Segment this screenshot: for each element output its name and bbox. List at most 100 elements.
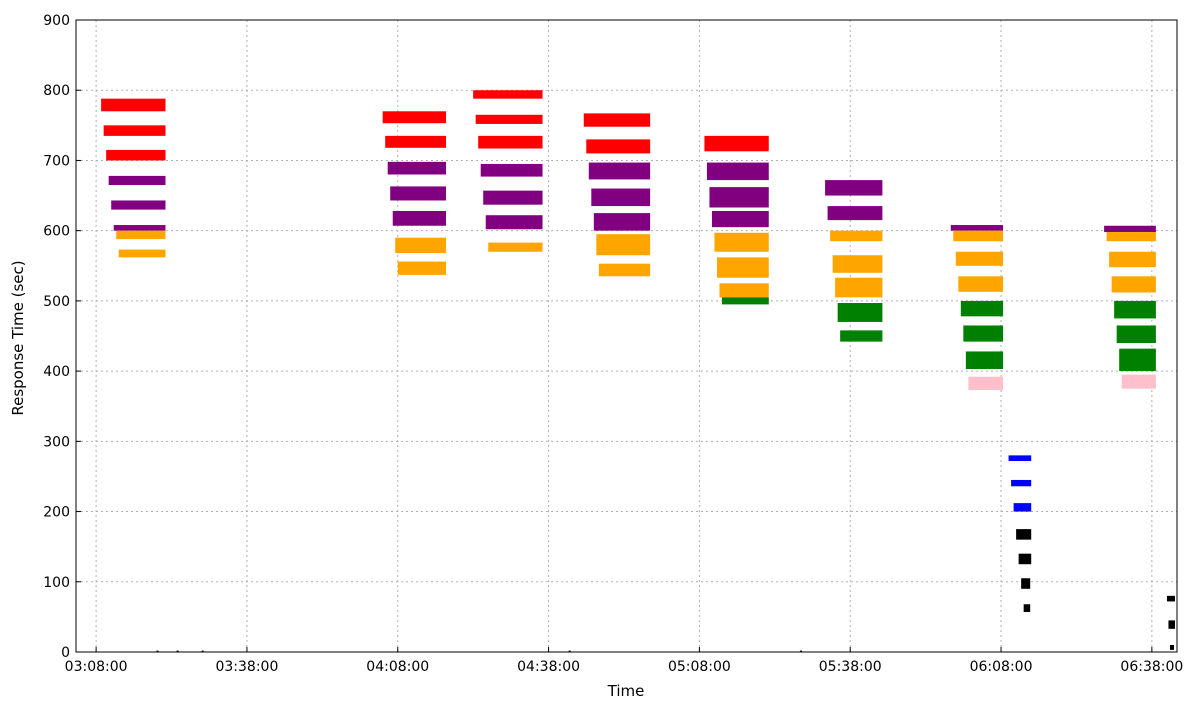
x-tick-label: 05:08:00	[668, 659, 731, 675]
response-segment-orange	[716, 257, 769, 278]
response-segment-black	[156, 650, 159, 652]
x-tick-label: 03:08:00	[65, 659, 128, 675]
response-segment-orange	[116, 230, 166, 240]
response-segment-orange	[1106, 232, 1156, 242]
response-segment-red	[583, 113, 651, 127]
response-segment-green	[840, 330, 883, 342]
response-segment-orange	[958, 276, 1004, 292]
response-segment-orange	[835, 277, 883, 298]
y-tick-label: 800	[43, 83, 70, 99]
response-segment-black	[1018, 553, 1032, 565]
response-segment-purple	[709, 187, 769, 208]
response-segment-orange	[118, 249, 166, 258]
response-segment-purple	[588, 162, 651, 180]
y-tick-label: 0	[61, 645, 70, 661]
x-tick-label: 04:38:00	[517, 659, 580, 675]
response-segment-orange	[596, 234, 651, 256]
response-segment-orange	[714, 232, 769, 252]
response-segment-green	[837, 302, 883, 322]
response-segment-purple	[387, 161, 447, 175]
response-segment-orange	[832, 255, 883, 273]
response-segment-purple	[706, 162, 769, 181]
x-axis-label: Time	[607, 682, 645, 700]
y-tick-label: 500	[43, 294, 70, 310]
response-segment-orange	[953, 230, 1004, 242]
response-segment-green	[1116, 325, 1156, 344]
x-axis-ticks: 03:08:00 03:38:00 04:08:00 04:38:00 05:08:00…	[65, 647, 1183, 675]
response-segment-purple	[392, 211, 447, 226]
response-segment-blue	[1013, 503, 1032, 512]
y-tick-label: 300	[43, 434, 70, 450]
response-segment-red	[106, 149, 166, 161]
response-segment-red	[101, 98, 166, 112]
response-segment-purple	[483, 190, 543, 205]
response-segment-blue	[1011, 479, 1032, 487]
response-segment-orange	[1109, 251, 1156, 268]
response-segment-pink	[1121, 374, 1156, 389]
response-segment-green	[722, 297, 769, 305]
y-tick-label: 100	[43, 575, 70, 591]
response-segment-black	[799, 650, 802, 652]
response-segment-purple	[593, 213, 651, 231]
response-segment-red	[473, 90, 543, 99]
response-segment-green	[1119, 348, 1156, 372]
response-segment-purple	[591, 188, 651, 207]
response-segment-orange	[955, 251, 1004, 266]
response-segment-black	[1023, 604, 1031, 612]
response-segment-purple	[113, 225, 166, 231]
response-segment-purple	[1104, 225, 1156, 233]
response-segment-red	[475, 114, 543, 124]
response-segment-black	[176, 650, 179, 652]
response-segment-red	[103, 125, 166, 136]
response-segment-black	[1166, 595, 1175, 602]
response-segment-green	[960, 300, 1004, 317]
x-tick-label: 06:08:00	[970, 659, 1033, 675]
y-tick-label: 900	[43, 13, 70, 29]
response-segment-red	[385, 135, 447, 148]
response-segment-black	[201, 650, 204, 652]
response-segment-red	[704, 135, 769, 152]
response-segment-blue	[1008, 455, 1032, 461]
response-segment-orange	[598, 263, 651, 277]
response-segment-black	[1169, 644, 1174, 650]
response-segment-purple	[950, 225, 1004, 231]
x-tick-label: 03:38:00	[215, 659, 278, 675]
response-segment-orange	[830, 230, 883, 242]
response-segment-purple	[108, 175, 166, 186]
response-segment-red	[382, 111, 447, 124]
response-segment-purple	[485, 215, 543, 230]
y-tick-label: 200	[43, 505, 70, 521]
response-segment-purple	[390, 186, 447, 201]
response-segment-green	[963, 325, 1004, 342]
response-segment-black	[1016, 529, 1032, 540]
response-segment-purple	[825, 180, 883, 196]
response-segment-orange	[397, 261, 447, 275]
response-segment-purple	[827, 206, 883, 221]
response-segment-orange	[1111, 276, 1156, 293]
y-axis-ticks: 0 100 200 300 400 500 600 700 800 900	[43, 13, 81, 661]
x-tick-label: 05:38:00	[819, 659, 882, 675]
response-segment-orange	[719, 283, 769, 298]
response-segment-green	[1114, 300, 1156, 319]
response-segment-green	[965, 351, 1004, 370]
response-segment-red	[478, 135, 543, 149]
response-segment-orange	[488, 242, 543, 252]
response-segment-black	[1168, 620, 1175, 629]
data-marks	[101, 90, 1175, 652]
y-axis-label: Response Time (sec)	[9, 260, 27, 415]
response-segment-purple	[480, 163, 543, 177]
response-segment-orange	[395, 237, 447, 254]
y-tick-label: 700	[43, 153, 70, 169]
y-tick-label: 600	[43, 224, 70, 240]
plot-frame	[75, 19, 1178, 653]
x-tick-label: 04:08:00	[366, 659, 429, 675]
y-tick-label: 400	[43, 364, 70, 380]
response-segment-black	[568, 650, 571, 652]
response-segment-purple	[711, 211, 769, 228]
response-segment-pink	[968, 376, 1004, 391]
response-segment-red	[586, 139, 651, 154]
x-tick-label: 06:38:00	[1120, 659, 1183, 675]
response-segment-black	[1021, 578, 1031, 589]
